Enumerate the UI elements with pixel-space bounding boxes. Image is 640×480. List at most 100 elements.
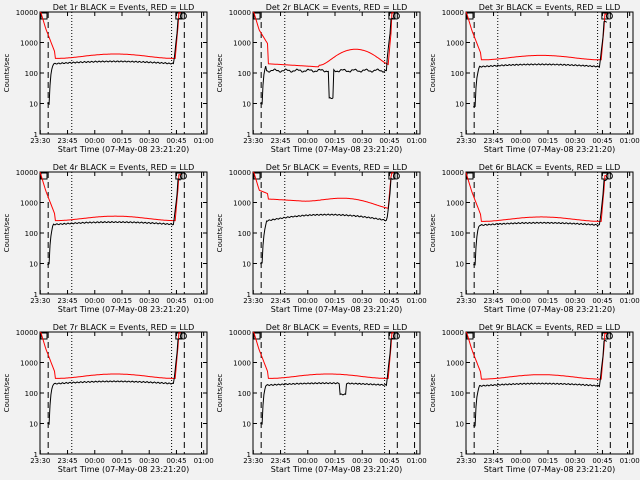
x-tick-label: 00:00 [298,297,318,305]
panel-det-7: Det 7r BLACK = Events, RED = LLD 1 10 100 10… [3,323,214,474]
y-tick-label: 1 [34,451,38,459]
x-tick-label: 00:15 [112,457,132,465]
panel-title: Det 1r BLACK = Events, RED = LLD [53,3,195,12]
x-tick-label: 00:00 [298,457,318,465]
plot-frame [252,331,421,455]
box-marker [40,12,48,20]
x-tick-label: 00:15 [325,137,345,145]
y-tick-label: 10 [29,421,38,429]
y-tick-label: 10 [242,261,251,269]
x-tick-label: 00:15 [325,457,345,465]
plot-frame [39,331,208,455]
x-tick-label: 23:30 [243,137,263,145]
panel-title: Det 7r BLACK = Events, RED = LLD [53,323,195,332]
y-tick-label: 10000 [16,329,38,337]
y-tick-label: 100 [451,230,464,238]
box-marker [40,332,48,340]
x-tick-label: 00:30 [565,137,585,145]
x-tick-label: 00:45 [379,457,399,465]
y-axis-label: Counts/sec [3,54,11,93]
x-tick-label: 23:45 [483,137,503,145]
x-tick-label: 01:00 [620,297,640,305]
y-axis-label: Counts/sec [216,54,224,93]
y-tick-label: 10000 [16,169,38,177]
circle-marker [392,332,400,340]
y-tick-label: 10000 [442,169,464,177]
x-tick-label: 00:00 [511,137,531,145]
x-axis-label: Start Time (07-May-08 23:21:20) [58,145,189,154]
events-series-line [473,20,607,108]
x-axis-label: Start Time (07-May-08 23:21:20) [484,465,615,474]
x-tick-label: 01:00 [194,137,214,145]
x-tick-label: 00:45 [166,137,186,145]
y-tick-label: 100 [25,390,38,398]
circle-marker [392,172,400,180]
x-tick-label: 23:45 [57,297,77,305]
x-tick-label: 23:30 [30,137,50,145]
x-tick-label: 01:00 [407,297,427,305]
x-tick-label: 00:00 [85,457,105,465]
y-tick-label: 1 [460,131,464,139]
lld-series-line [39,171,181,222]
y-tick-label: 1 [247,291,251,299]
x-tick-label: 00:45 [379,297,399,305]
plot-frame [252,11,421,135]
y-tick-label: 10 [455,421,464,429]
x-tick-label: 00:15 [112,297,132,305]
lld-series-line [252,171,394,209]
x-axis-label: Start Time (07-May-08 23:21:20) [58,465,189,474]
y-tick-label: 1000 [446,200,464,208]
x-tick-label: 00:00 [298,137,318,145]
x-tick-label: 00:00 [511,457,531,465]
y-tick-label: 1 [34,291,38,299]
y-tick-label: 10 [29,101,38,109]
y-tick-label: 10000 [229,169,251,177]
box-marker [466,332,474,340]
panel-det-2: Det 2r BLACK = Events, RED = LLD 1 10 100 10… [216,3,427,154]
events-series-line [472,339,607,427]
y-tick-label: 10000 [442,329,464,337]
y-tick-label: 100 [25,230,38,238]
x-tick-label: 00:15 [112,137,132,145]
x-axis-label: Start Time (07-May-08 23:21:20) [58,305,189,314]
panel-det-6: Det 6r BLACK = Events, RED = LLD 1 10 100 10… [429,163,640,314]
y-tick-label: 1 [460,291,464,299]
x-tick-label: 23:30 [30,457,50,465]
y-tick-label: 1000 [20,360,38,368]
circle-marker [605,332,613,340]
panel-det-1: Det 1r BLACK = Events, RED = LLD 1 10 100 10… [3,3,214,154]
y-tick-label: 10 [455,261,464,269]
plot-frame [465,11,634,135]
x-axis-label: Start Time (07-May-08 23:21:20) [271,465,402,474]
x-tick-label: 00:45 [166,297,186,305]
panel-det-3: Det 3r BLACK = Events, RED = LLD 1 10 100 10… [429,3,640,154]
x-tick-label: 00:30 [139,457,159,465]
y-tick-label: 10 [455,101,464,109]
plot-frame [465,171,634,295]
y-tick-label: 100 [451,70,464,78]
panel-title: Det 3r BLACK = Events, RED = LLD [479,3,621,12]
x-tick-label: 00:45 [592,297,612,305]
x-tick-label: 00:30 [565,297,585,305]
x-tick-label: 23:45 [57,457,77,465]
plot-frame [39,11,208,135]
panel-det-5: Det 5r BLACK = Events, RED = LLD 1 10 100 10… [216,163,427,314]
panel-title: Det 2r BLACK = Events, RED = LLD [266,3,408,12]
x-tick-label: 00:15 [538,457,558,465]
x-tick-label: 23:30 [243,457,263,465]
x-tick-label: 01:00 [620,137,640,145]
events-series-line [47,337,181,425]
x-tick-label: 01:00 [194,297,214,305]
lld-series-line [39,11,181,59]
y-tick-label: 1000 [446,40,464,48]
box-marker [253,12,261,20]
y-tick-label: 100 [238,230,251,238]
panel-title: Det 4r BLACK = Events, RED = LLD [53,163,195,172]
x-tick-label: 00:45 [166,457,186,465]
y-axis-label: Counts/sec [216,214,224,253]
x-tick-label: 00:30 [139,137,159,145]
x-tick-label: 00:00 [511,297,531,305]
y-tick-label: 10000 [16,9,38,17]
lld-series-line [465,331,607,380]
